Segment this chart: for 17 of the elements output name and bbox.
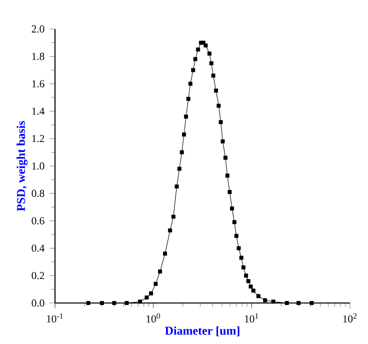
y-tick-label: 1.2 [32,135,44,142]
y-tick-label: 0.8 [32,190,44,198]
y-tick-label: 1.4 [32,108,44,115]
y-tick-label: 1.8 [32,52,44,60]
y-tick-label: 0.6 [32,217,44,224]
y-tick-label: 1.6 [32,80,44,88]
y-tick-label: 0.4 [32,244,44,252]
x-tick-label: 10$^{-1}$ [46,313,63,322]
x-tick-label: 10$^{1}$ [244,313,258,322]
y-tick-label: 1.0 [32,162,44,170]
y-axis-title: PSD, weight basis [16,120,28,212]
x-tick-label: 10$^{2}$ [343,313,357,322]
y-tick-label: 0.0 [32,299,44,307]
x-tick-label: 10$^{0}$ [146,313,160,323]
y-tick-label: 0.2 [32,272,44,280]
y-tick-label: 2.0 [32,25,44,33]
x-axis-title: Diameter [um] [165,326,240,336]
